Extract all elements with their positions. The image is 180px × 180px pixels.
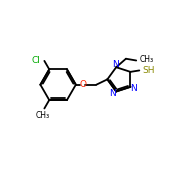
Text: CH₃: CH₃ bbox=[140, 55, 154, 64]
Text: O: O bbox=[79, 80, 86, 89]
Text: Cl: Cl bbox=[32, 55, 41, 64]
Text: CH₃: CH₃ bbox=[35, 111, 50, 120]
Text: N: N bbox=[112, 60, 119, 69]
Text: N: N bbox=[110, 89, 116, 98]
Text: SH: SH bbox=[143, 66, 155, 75]
Text: N: N bbox=[130, 84, 137, 93]
